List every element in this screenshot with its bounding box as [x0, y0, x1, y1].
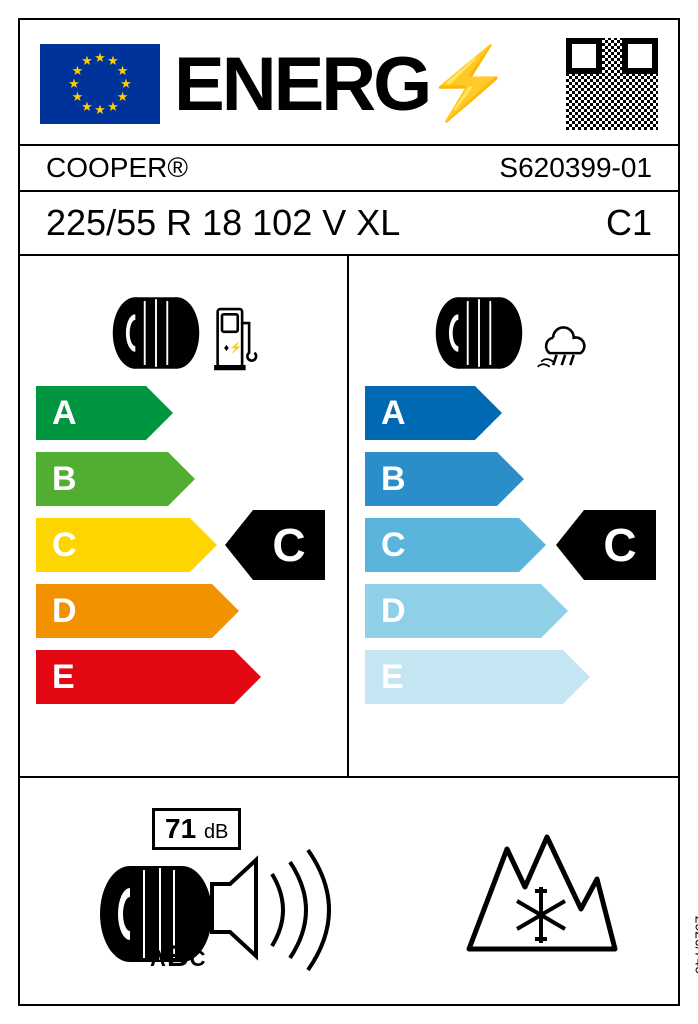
noise-unit: dB	[204, 821, 228, 843]
grade-bar-a: A	[36, 386, 146, 440]
noise-value-badge: 71 dB	[152, 808, 241, 850]
svg-text:♦⚡: ♦⚡	[223, 341, 241, 354]
noise-class-c: C	[190, 946, 207, 971]
grade-row-e: E	[365, 650, 662, 704]
grade-label: E	[381, 658, 404, 697]
noise-class-a: A	[150, 946, 167, 971]
energy-wordmark: ENERG ⚡	[174, 41, 552, 128]
grade-bar-c: C	[36, 518, 190, 572]
rating-badge: C	[253, 510, 325, 580]
grade-bar-e: E	[365, 650, 563, 704]
noise-value: 71	[165, 813, 196, 844]
grade-bar-b: B	[365, 452, 497, 506]
wet-grip-column: ABCCDE	[349, 256, 678, 776]
snow-mountain-icon	[461, 809, 621, 969]
grade-label: B	[52, 460, 77, 499]
grade-row-b: B	[36, 452, 331, 506]
rating-scales: ♦⚡ ABCCDE	[20, 256, 678, 776]
grade-row-b: B	[365, 452, 662, 506]
grade-bar-b: B	[36, 452, 168, 506]
grade-row-a: A	[365, 386, 662, 440]
noise-class-b: B	[167, 940, 190, 973]
regulation-number: 2020/740	[692, 916, 698, 974]
fuel-grade-bars: ABCCDE	[36, 386, 331, 704]
eu-tyre-label: ★★★★★★★★★★★★ ENERG ⚡ COOPER® S620399-01 …	[18, 18, 680, 1006]
grade-label: E	[52, 658, 75, 697]
grade-label: D	[52, 592, 77, 631]
tyre-icon	[109, 294, 203, 372]
grade-label: B	[381, 460, 406, 499]
label-header: ★★★★★★★★★★★★ ENERG ⚡	[20, 20, 678, 144]
tyre-icon	[432, 294, 526, 372]
grade-row-c: CC	[365, 518, 662, 572]
grade-bar-e: E	[36, 650, 234, 704]
product-code: S620399-01	[499, 152, 652, 184]
tyre-class: C1	[606, 202, 652, 244]
energy-text: ENERG	[174, 41, 429, 128]
snow-grip-block	[456, 804, 626, 974]
qr-code-icon[interactable]	[566, 38, 658, 130]
eu-flag-icon: ★★★★★★★★★★★★	[40, 44, 160, 124]
grade-label: C	[381, 526, 406, 565]
grade-row-d: D	[365, 584, 662, 638]
grade-row-c: CC	[36, 518, 331, 572]
grade-bar-a: A	[365, 386, 475, 440]
fuel-pump-icon: ♦⚡	[213, 302, 259, 372]
noise-class-letters: ABC	[150, 940, 206, 974]
fuel-icon-group: ♦⚡	[36, 274, 331, 372]
grade-bar-c: C	[365, 518, 519, 572]
grade-row-a: A	[36, 386, 331, 440]
grade-row-e: E	[36, 650, 331, 704]
tyre-size: 225/55 R 18 102 V XL	[46, 202, 400, 244]
wet-icon-group	[365, 274, 662, 372]
grade-label: A	[381, 394, 406, 433]
rating-badge: C	[584, 510, 656, 580]
wet-grade-bars: ABCCDE	[365, 386, 662, 704]
bottom-row: 71 dB ABC	[20, 776, 678, 1000]
lightning-bolt-icon: ⚡	[425, 43, 509, 125]
grade-bar-d: D	[36, 584, 212, 638]
grade-label: D	[381, 592, 406, 631]
grade-label: A	[52, 394, 77, 433]
size-row: 225/55 R 18 102 V XL C1	[20, 190, 678, 256]
grade-bar-d: D	[365, 584, 541, 638]
brand-name: COOPER®	[46, 152, 188, 184]
rain-cloud-icon	[536, 312, 596, 372]
grade-row-d: D	[36, 584, 331, 638]
fuel-efficiency-column: ♦⚡ ABCCDE	[20, 256, 349, 776]
noise-block: 71 dB ABC	[72, 804, 392, 974]
grade-label: C	[52, 526, 77, 565]
brand-row: COOPER® S620399-01	[20, 144, 678, 190]
